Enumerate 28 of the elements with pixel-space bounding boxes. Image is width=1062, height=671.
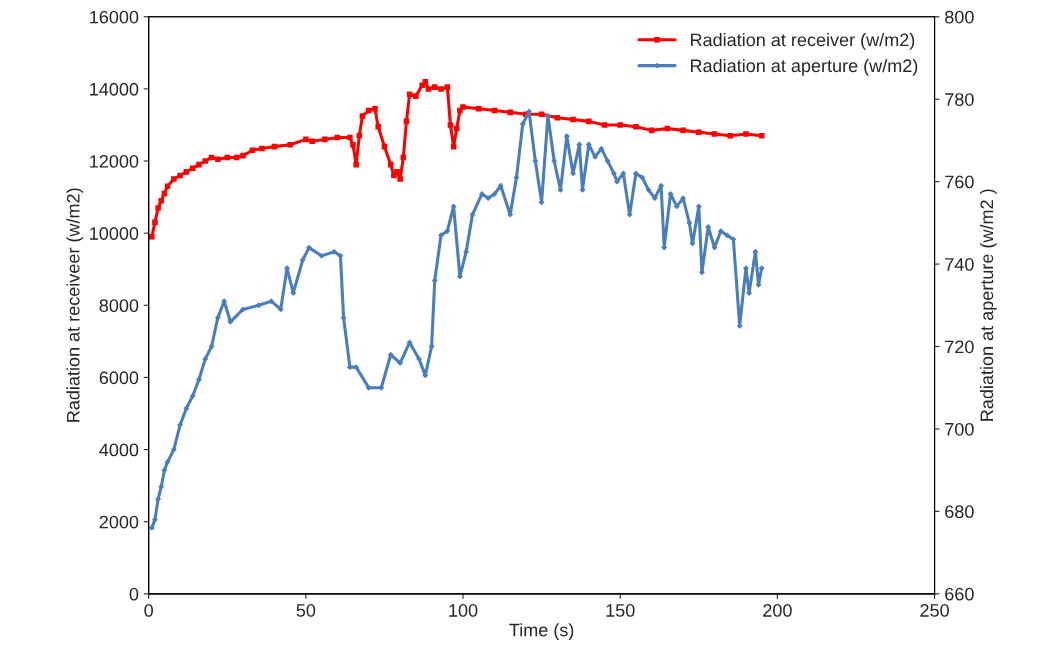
x-tick-label: 0 — [144, 604, 153, 617]
y-tick-label: 10000 — [90, 227, 139, 240]
y-tick-label: 8000 — [99, 299, 139, 313]
x-tick-label: 200 — [763, 604, 792, 617]
y2-tick-label: 780 — [945, 93, 974, 106]
y-tick-label: 16000 — [90, 10, 139, 24]
y-tick-label: 0 — [129, 587, 139, 601]
legend-label: Radiation at receiver (w/m2) — [691, 33, 915, 50]
x-axis-title: Time (s) — [509, 623, 574, 640]
x-tick-label: 250 — [920, 604, 949, 617]
x-tick-label: 100 — [449, 604, 478, 617]
y2-tick-label: 740 — [945, 258, 974, 271]
y-tick-label: 14000 — [90, 82, 139, 96]
y-tick-label: 2000 — [99, 515, 139, 529]
y-tick-label: 4000 — [99, 443, 139, 457]
y-tick-label: 12000 — [90, 154, 139, 168]
y2-tick-label: 700 — [945, 422, 974, 436]
legend-label: Radiation at aperture (w/m2) — [691, 58, 918, 76]
y-axis-title: Radiation at receiveer (w/m2) — [66, 188, 84, 422]
y-tick-label: 6000 — [99, 371, 139, 385]
y2-tick-label: 720 — [945, 340, 974, 354]
y2-tick-label: 760 — [945, 175, 974, 189]
x-tick-label: 150 — [606, 604, 635, 617]
y2-tick-label: 680 — [945, 505, 974, 519]
y2-axis-title: Radiation at aperture (w/m2 ) — [979, 189, 997, 421]
y2-tick-label: 660 — [945, 587, 974, 601]
y2-tick-label: 800 — [945, 10, 974, 24]
x-tick-label: 50 — [296, 604, 316, 617]
